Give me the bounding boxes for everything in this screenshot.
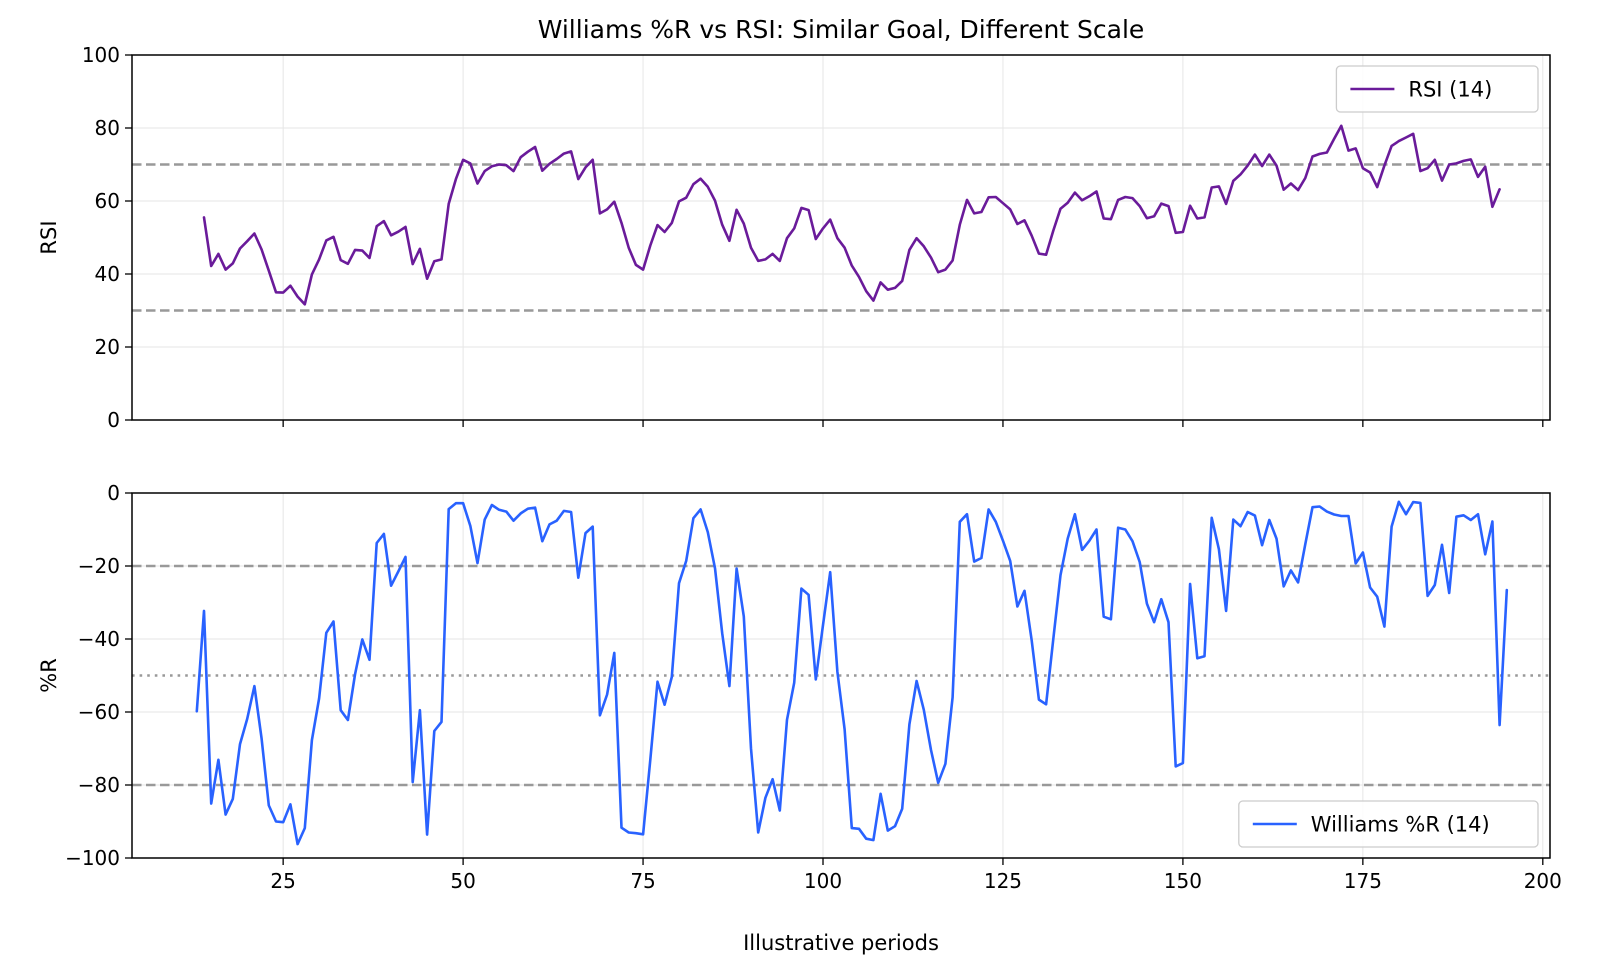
chart-title: Williams %R vs RSI: Similar Goal, Differ… bbox=[538, 15, 1145, 44]
y-tick-label: 20 bbox=[95, 335, 120, 359]
x-tick-label: 150 bbox=[1164, 869, 1202, 893]
legend-box bbox=[1335, 65, 1539, 113]
y-tick-label: 0 bbox=[107, 481, 120, 505]
y-axis-label: RSI bbox=[37, 220, 61, 254]
x-tick-label: 125 bbox=[984, 869, 1022, 893]
x-tick-label: 75 bbox=[630, 869, 655, 893]
plot-frame bbox=[131, 54, 1551, 421]
series-line-2-1 bbox=[195, 500, 1509, 846]
plot-frame bbox=[131, 492, 1551, 859]
y-tick-label: 60 bbox=[95, 189, 120, 213]
legend-label: Williams %R (14) bbox=[1311, 813, 1490, 837]
y-tick-label: 80 bbox=[95, 116, 120, 140]
series-line-1-1 bbox=[202, 124, 1501, 306]
x-tick-label: 100 bbox=[804, 869, 842, 893]
y-tick-label: 40 bbox=[95, 262, 120, 286]
legend: Williams %R (14) bbox=[1238, 800, 1539, 848]
y-tick-label: −80 bbox=[78, 773, 120, 797]
x-tick-label: 175 bbox=[1344, 869, 1382, 893]
legend-label: RSI (14) bbox=[1408, 78, 1492, 102]
panel-2: −100 −80 −60 −40 −20 0 25 50 75 100 125 150 175 200 %R… bbox=[37, 481, 1562, 893]
legend: RSI (14) bbox=[1335, 65, 1539, 113]
y-tick-label: −60 bbox=[78, 700, 120, 724]
y-tick-label: −20 bbox=[78, 554, 120, 578]
x-tick-label: 50 bbox=[450, 869, 475, 893]
y-tick-label: −100 bbox=[65, 846, 120, 870]
x-tick-label: 25 bbox=[270, 869, 295, 893]
y-tick-label: −40 bbox=[78, 627, 120, 651]
legend-box bbox=[1238, 800, 1539, 848]
y-tick-label: 100 bbox=[82, 43, 120, 67]
x-axis-label: Illustrative periods bbox=[743, 931, 939, 955]
y-tick-label: 0 bbox=[107, 408, 120, 432]
x-tick-label: 200 bbox=[1524, 869, 1562, 893]
panel-1: 0 20 40 60 80 100 RSI RSI (14) bbox=[37, 43, 1551, 432]
y-axis-label: %R bbox=[37, 658, 61, 693]
